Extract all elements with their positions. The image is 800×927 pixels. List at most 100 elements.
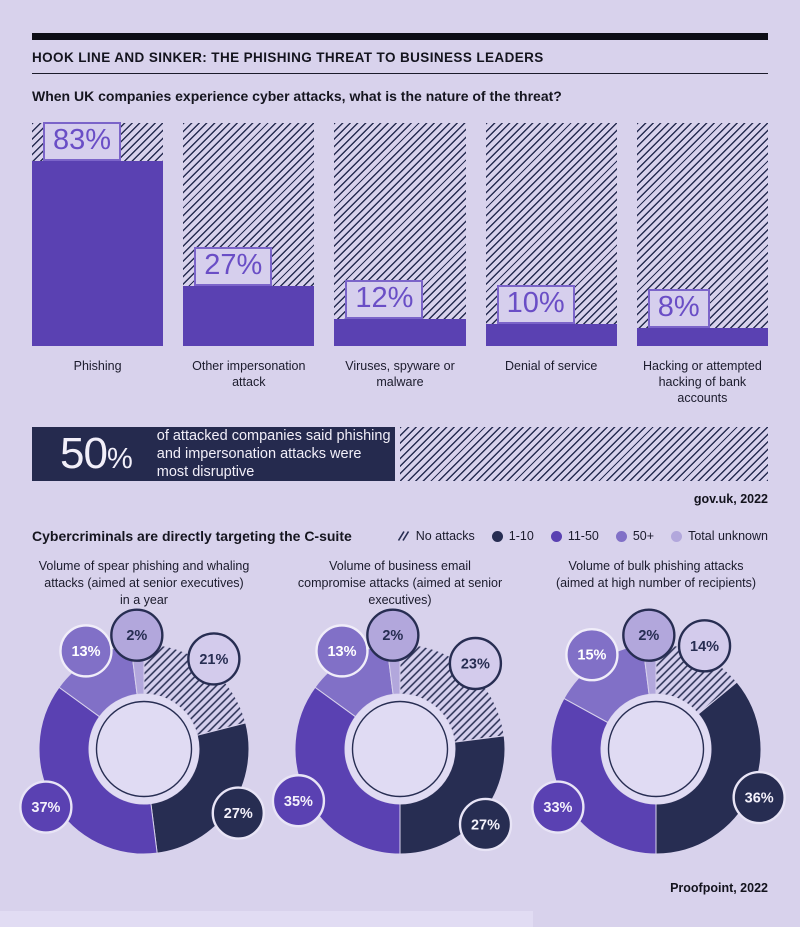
donut-inner-ring — [607, 700, 705, 798]
c-suite-title: Cybercriminals are directly targeting th… — [32, 528, 352, 544]
legend-label: 11-50 — [567, 529, 599, 543]
donut-charts: Volume of spear phishing and whaling att… — [16, 558, 786, 877]
bar-fill — [334, 319, 466, 346]
donut-inner-ring — [95, 700, 193, 798]
legend-label: 1-10 — [508, 529, 534, 543]
donut-hole — [345, 694, 455, 804]
legend-item: 1-10 — [491, 529, 534, 543]
bar-category-label: Phishing — [73, 359, 122, 373]
page-title: HOOK LINE AND SINKER: THE PHISHING THREA… — [32, 50, 544, 65]
bubble-value: 14% — [690, 639, 719, 655]
bar-value-label: 8% — [647, 289, 710, 329]
bar-category-label: Hacking or attempted hacking of bank acc… — [642, 359, 762, 405]
donut-value-bubble: 36% — [732, 770, 786, 825]
bar-column: 12% Viruses, spyware or malware — [334, 123, 466, 406]
legend-dot-icon — [491, 530, 503, 542]
bar-fill — [183, 285, 315, 346]
bubble-value: 2% — [382, 628, 403, 644]
bubble-value: 21% — [199, 652, 228, 668]
donut-value-bubble: 21% — [187, 632, 241, 686]
legend-dot-icon — [550, 530, 562, 542]
donut-value-bubble: 37% — [19, 780, 73, 834]
donut-figure: Volume of spear phishing and whaling att… — [16, 558, 272, 877]
bubble-value: 2% — [638, 628, 659, 644]
bubble-circle — [448, 636, 503, 691]
legend-item: 11-50 — [550, 529, 599, 543]
bar-track-hatched: 12% — [334, 123, 466, 346]
donut-title: Volume of business email compromise atta… — [297, 559, 503, 607]
donut-figure: Volume of business email compromise atta… — [271, 558, 528, 877]
page-edge-strip — [0, 911, 533, 927]
donut-value-bubble: 2% — [622, 608, 676, 662]
bar-chart-question: When UK companies experience cyber attac… — [32, 88, 562, 104]
bar-category-label: Denial of service — [504, 359, 598, 373]
donut-value-bubble: 27% — [211, 786, 265, 840]
bubble-value: 33% — [543, 800, 572, 816]
legend-label: Total unknown — [688, 529, 768, 543]
bar-fill — [485, 323, 617, 346]
donut-value-bubble: 27% — [458, 797, 513, 852]
donut-chart-svg: 21% 27% 37% 13% 2% — [19, 608, 265, 855]
bubble-value: 13% — [327, 644, 356, 660]
bubble-circle — [211, 786, 265, 840]
donut-value-bubble: 33% — [531, 780, 585, 834]
legend-label: 50+ — [632, 529, 655, 543]
bubble-value: 23% — [461, 656, 490, 672]
legend-item: 50+ — [615, 529, 655, 543]
bar-value-label: 83% — [43, 121, 122, 161]
callout-stat-box: 50% of attacked companies said phishing … — [32, 427, 395, 481]
donut-chart-svg: 14% 36% 33% 15% 2% — [531, 608, 786, 855]
bubble-circle — [677, 619, 732, 673]
legend-item: No attacks — [397, 529, 475, 543]
bubble-value: 27% — [471, 817, 500, 833]
callout-percent-number: 50 — [60, 429, 108, 478]
bubble-circle — [622, 608, 676, 662]
donut-value-bubble: 15% — [565, 628, 619, 682]
donut-title: Volume of spear phishing and whaling att… — [38, 559, 250, 607]
bubble-value: 15% — [577, 648, 606, 664]
bubble-value: 13% — [71, 644, 100, 660]
bubble-circle — [110, 608, 164, 662]
donut-hole — [601, 694, 711, 804]
source-proofpoint: Proofpoint, 2022 — [670, 881, 768, 895]
callout-banner: 50% of attacked companies said phishing … — [32, 427, 768, 481]
donut-chart-svg: 23% 27% 35% 13% 2% — [271, 608, 513, 855]
bubble-circle — [366, 608, 420, 662]
bar-fill — [32, 160, 164, 346]
source-govuk: gov.uk, 2022 — [693, 492, 768, 506]
donut-value-bubble: 2% — [110, 608, 164, 662]
donut-value-bubble: 2% — [366, 608, 420, 662]
legend-dot-icon — [615, 530, 627, 542]
donut-title: Volume of bulk phishing attacks (aimed a… — [555, 559, 757, 590]
bar-column: 8% Hacking or attempted hacking of bank a… — [636, 123, 768, 406]
bubble-value: 37% — [31, 800, 60, 816]
donut-hole — [89, 694, 199, 804]
bubble-value: 35% — [284, 794, 313, 810]
bubble-circle — [458, 797, 513, 852]
bubble-circle — [271, 774, 326, 828]
bar-category-label: Other impersonation attack — [192, 359, 306, 389]
callout-percent-sign: % — [106, 443, 133, 475]
hatch-swatch-icon — [397, 531, 409, 541]
bubble-circle — [187, 632, 241, 686]
bar-column: 10% Denial of service — [485, 123, 617, 406]
title-divider — [32, 73, 768, 74]
bar-fill — [636, 328, 768, 346]
bubble-value: 36% — [745, 791, 774, 807]
bubble-circle — [315, 624, 369, 678]
bubble-value: 2% — [126, 628, 147, 644]
bar-track-hatched: 83% — [32, 121, 164, 346]
donut-figure: Volume of bulk phishing attacks (aimed a… — [528, 558, 786, 877]
bar-column: 27% Other impersonation attack — [183, 123, 315, 406]
donut-value-bubble: 13% — [315, 624, 369, 678]
bar-track-hatched: 10% — [485, 123, 617, 346]
bar-column: 83% Phishing — [32, 121, 164, 406]
bubble-circle — [565, 628, 619, 682]
donut-value-bubble: 14% — [677, 619, 732, 673]
donut-inner-ring — [351, 700, 449, 798]
legend-dot-icon — [671, 530, 683, 542]
c-suite-section-header: Cybercriminals are directly targeting th… — [32, 528, 768, 544]
bar-category-label: Viruses, spyware or malware — [345, 359, 455, 389]
callout-percent: 50% — [32, 429, 133, 479]
bar-track-hatched: 27% — [183, 123, 315, 346]
